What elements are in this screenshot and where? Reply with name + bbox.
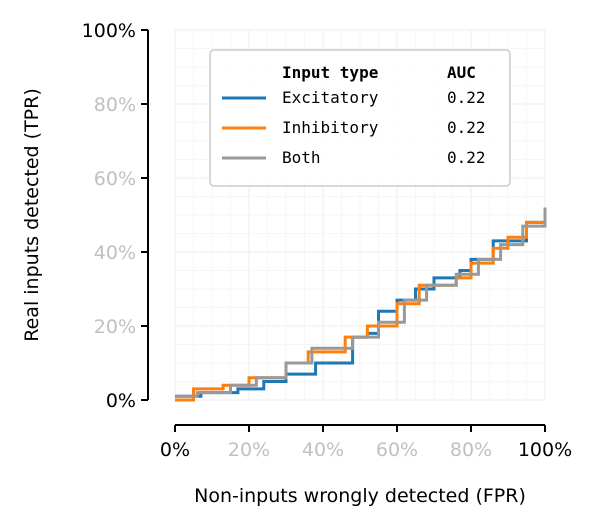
y-tick-label: 20% [94, 316, 136, 338]
y-tick-label: 80% [94, 94, 136, 116]
legend-label: Both [282, 148, 321, 167]
x-axis-label: Non-inputs wrongly detected (FPR) [194, 485, 526, 507]
y-tick-label: 60% [94, 168, 136, 190]
legend-auc-value: 0.22 [447, 118, 486, 137]
legend-box [209, 49, 511, 187]
x-tick-label: 20% [228, 439, 270, 461]
y-tick-label: 100% [82, 20, 136, 42]
x-tick-label: 0% [160, 439, 190, 461]
legend-entries: Excitatory 0.22 Inhibitory 0.22 Both 0.22 [222, 88, 486, 167]
x-tick-label: 40% [302, 439, 344, 461]
legend-auc-value: 0.22 [447, 148, 486, 167]
legend-auc-value: 0.22 [447, 88, 486, 107]
legend: Input type AUC Excitatory 0.22 Inhibitory 0… [209, 49, 511, 187]
x-tick-label: 80% [450, 439, 492, 461]
x-tick-label: 60% [376, 439, 418, 461]
curves [175, 207, 547, 402]
legend-label: Inhibitory [282, 118, 379, 137]
x-tick-label: 100% [518, 439, 572, 461]
y-tick-label: 0% [106, 390, 136, 412]
ticks: 0% 20% 40% 60% 80% 100% 0% 20% 40% 60% 80% 100% [82, 20, 572, 461]
y-tick-label: 40% [94, 242, 136, 264]
legend-header-type: Input type [282, 63, 378, 82]
legend-header-auc: AUC [447, 63, 476, 82]
axes [147, 30, 545, 426]
y-axis-label: Real inputs detected (TPR) [21, 88, 43, 341]
legend-label: Excitatory [282, 88, 379, 107]
series-line-both [175, 207, 547, 398]
